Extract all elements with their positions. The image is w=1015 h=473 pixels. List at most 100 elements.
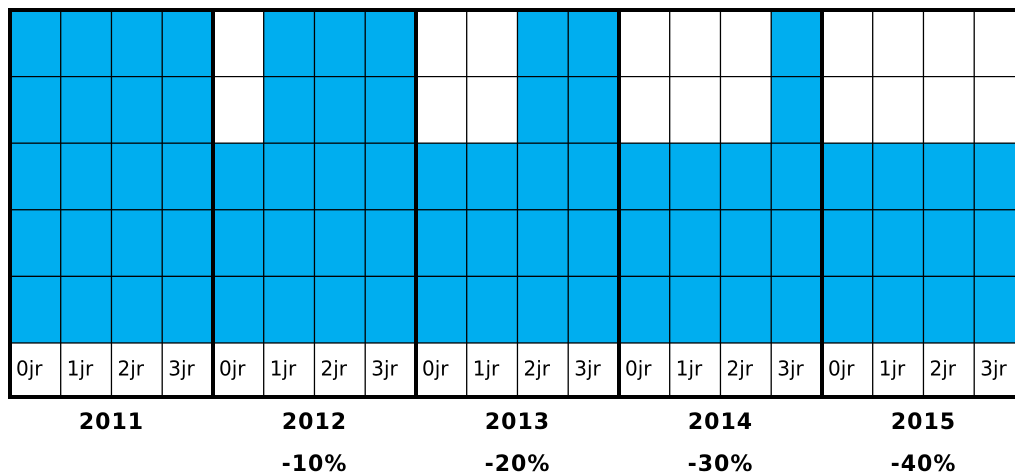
empty-cell xyxy=(973,75,1015,144)
column-label: 0jr xyxy=(16,357,43,381)
column-label: 2jr xyxy=(524,357,551,381)
filled-cell xyxy=(770,9,823,78)
column-label: 2jr xyxy=(118,357,145,381)
filled-cell xyxy=(922,142,975,211)
label-cell xyxy=(9,342,62,398)
column-label: 0jr xyxy=(422,357,449,381)
filled-cell xyxy=(263,75,316,144)
year-label: 2013 xyxy=(485,410,550,435)
filled-cell xyxy=(161,275,214,344)
empty-cell xyxy=(466,9,519,78)
filled-cell xyxy=(415,275,468,344)
year-label: 2011 xyxy=(79,410,144,435)
filled-cell xyxy=(669,142,722,211)
year-label: 2012 xyxy=(282,410,347,435)
filled-cell xyxy=(263,275,316,344)
empty-cell xyxy=(719,9,772,78)
empty-cell xyxy=(821,75,874,144)
change-label: -30% xyxy=(688,452,754,473)
filled-cell xyxy=(212,209,265,278)
filled-cell xyxy=(618,142,671,211)
filled-cell xyxy=(60,275,113,344)
filled-cell xyxy=(110,142,163,211)
group-border xyxy=(820,8,1015,399)
change-label: -40% xyxy=(891,452,957,473)
filled-cell xyxy=(466,142,519,211)
year-label: 2015 xyxy=(891,410,956,435)
column-label: 0jr xyxy=(219,357,246,381)
filled-cell xyxy=(9,75,62,144)
filled-cell xyxy=(567,75,620,144)
change-label: -10% xyxy=(282,452,348,473)
column-label: 3jr xyxy=(574,357,601,381)
filled-cell xyxy=(313,142,366,211)
filled-cell xyxy=(872,209,925,278)
column-label: 3jr xyxy=(371,357,398,381)
filled-cell xyxy=(719,275,772,344)
filled-cell xyxy=(669,275,722,344)
column-label: 2jr xyxy=(930,357,957,381)
empty-cell xyxy=(212,75,265,144)
empty-cell xyxy=(669,75,722,144)
filled-cell xyxy=(872,275,925,344)
column-label: 3jr xyxy=(168,357,195,381)
filled-cell xyxy=(567,209,620,278)
empty-cell xyxy=(618,9,671,78)
filled-cell xyxy=(364,275,417,344)
filled-cell xyxy=(313,9,366,78)
column-label: 1jr xyxy=(270,357,297,381)
empty-cell xyxy=(212,9,265,78)
empty-cell xyxy=(922,75,975,144)
filled-cell xyxy=(9,209,62,278)
filled-cell xyxy=(364,75,417,144)
filled-cell xyxy=(821,142,874,211)
filled-cell xyxy=(516,75,569,144)
change-label: -20% xyxy=(485,452,551,473)
filled-cell xyxy=(516,142,569,211)
filled-cell xyxy=(719,209,772,278)
filled-cell xyxy=(9,142,62,211)
empty-cell xyxy=(973,9,1015,78)
empty-cell xyxy=(466,75,519,144)
filled-cell xyxy=(567,9,620,78)
filled-cell xyxy=(313,209,366,278)
empty-cell xyxy=(618,75,671,144)
filled-cell xyxy=(922,275,975,344)
filled-cell xyxy=(466,275,519,344)
column-label: 3jr xyxy=(980,357,1007,381)
filled-cell xyxy=(618,209,671,278)
empty-cell xyxy=(415,9,468,78)
empty-cell xyxy=(922,9,975,78)
filled-cell xyxy=(161,142,214,211)
label-cell xyxy=(60,342,113,398)
label-cell xyxy=(821,342,874,398)
filled-cell xyxy=(466,209,519,278)
label-cell xyxy=(364,342,417,398)
column-label: 2jr xyxy=(321,357,348,381)
filled-cell xyxy=(9,275,62,344)
filled-cell xyxy=(110,209,163,278)
filled-cell xyxy=(719,142,772,211)
empty-cell xyxy=(719,75,772,144)
filled-cell xyxy=(60,142,113,211)
filled-cell xyxy=(364,209,417,278)
filled-cell xyxy=(313,275,366,344)
filled-cell xyxy=(872,142,925,211)
filled-cell xyxy=(60,9,113,78)
label-cell xyxy=(872,342,925,398)
filled-cell xyxy=(263,142,316,211)
filled-cell xyxy=(161,75,214,144)
filled-cell xyxy=(263,9,316,78)
label-cell xyxy=(567,342,620,398)
filled-cell xyxy=(770,209,823,278)
filled-cell xyxy=(770,142,823,211)
filled-cell xyxy=(516,209,569,278)
filled-cell xyxy=(821,275,874,344)
filled-cell xyxy=(618,275,671,344)
filled-cell xyxy=(364,9,417,78)
label-cell xyxy=(973,342,1015,398)
column-label: 0jr xyxy=(828,357,855,381)
filled-cell xyxy=(110,75,163,144)
